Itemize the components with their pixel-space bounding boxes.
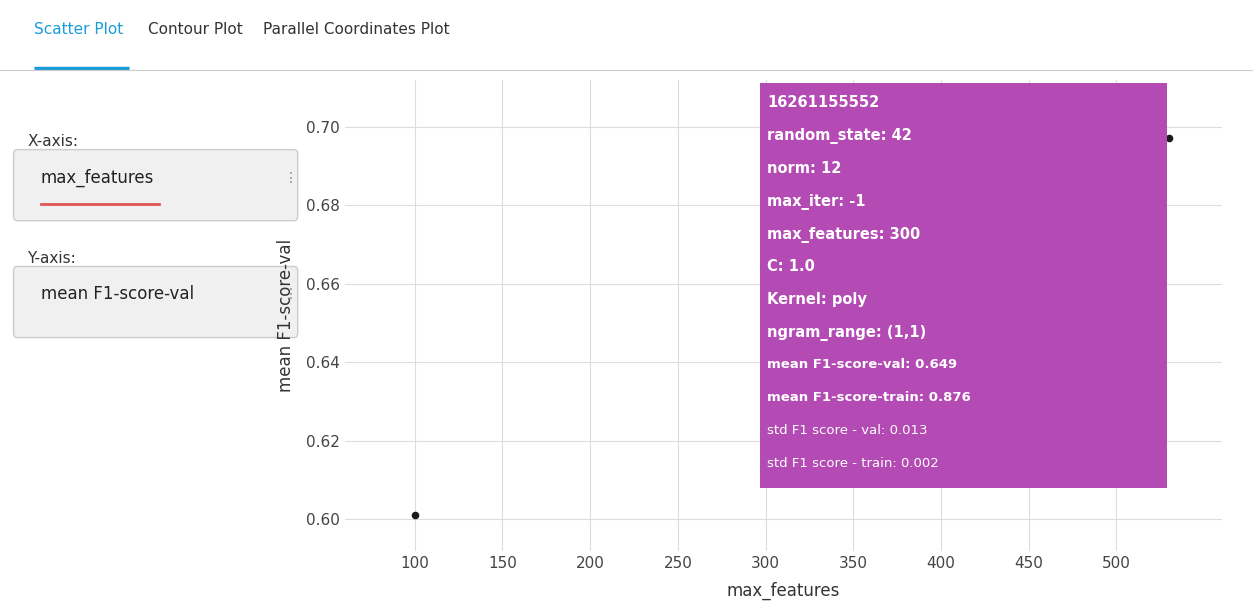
Text: Y-axis:: Y-axis: [28, 251, 76, 266]
Text: std F1 score - train: 0.002: std F1 score - train: 0.002 [767, 457, 938, 470]
Y-axis label: mean F1-score-val: mean F1-score-val [277, 239, 294, 392]
Point [756, 322, 776, 332]
Text: ngram_range: (1,1): ngram_range: (1,1) [767, 325, 926, 341]
Text: ⋮: ⋮ [284, 171, 298, 185]
Text: X-axis:: X-axis: [28, 135, 78, 149]
Text: Scatter Plot: Scatter Plot [34, 22, 123, 37]
Text: Parallel Coordinates Plot: Parallel Coordinates Plot [263, 22, 450, 37]
Text: mean F1-score-val: 0.649: mean F1-score-val: 0.649 [767, 358, 957, 371]
Text: norm: 12: norm: 12 [767, 161, 842, 176]
Point [1159, 133, 1179, 143]
Text: max_features: 300: max_features: 300 [767, 226, 921, 242]
Text: std F1 score - val: 0.013: std F1 score - val: 0.013 [767, 424, 927, 437]
FancyBboxPatch shape [14, 149, 298, 221]
Text: mean F1-score-train: 0.876: mean F1-score-train: 0.876 [767, 391, 971, 404]
X-axis label: max_features: max_features [727, 582, 840, 600]
Point [405, 510, 425, 520]
Text: max_iter: -1: max_iter: -1 [767, 193, 866, 210]
Text: max_features: max_features [40, 168, 154, 187]
Text: mean F1-score-val: mean F1-score-val [40, 285, 194, 304]
Text: random_state: 42: random_state: 42 [767, 128, 912, 144]
Text: ⋮: ⋮ [284, 288, 298, 301]
Text: C: 1.0: C: 1.0 [767, 259, 816, 274]
Text: 16261155552: 16261155552 [767, 95, 880, 110]
Point [756, 338, 776, 348]
FancyBboxPatch shape [14, 266, 298, 338]
Text: Kernel: poly: Kernel: poly [767, 293, 867, 307]
FancyBboxPatch shape [761, 83, 1168, 488]
Text: Contour Plot: Contour Plot [148, 22, 243, 37]
